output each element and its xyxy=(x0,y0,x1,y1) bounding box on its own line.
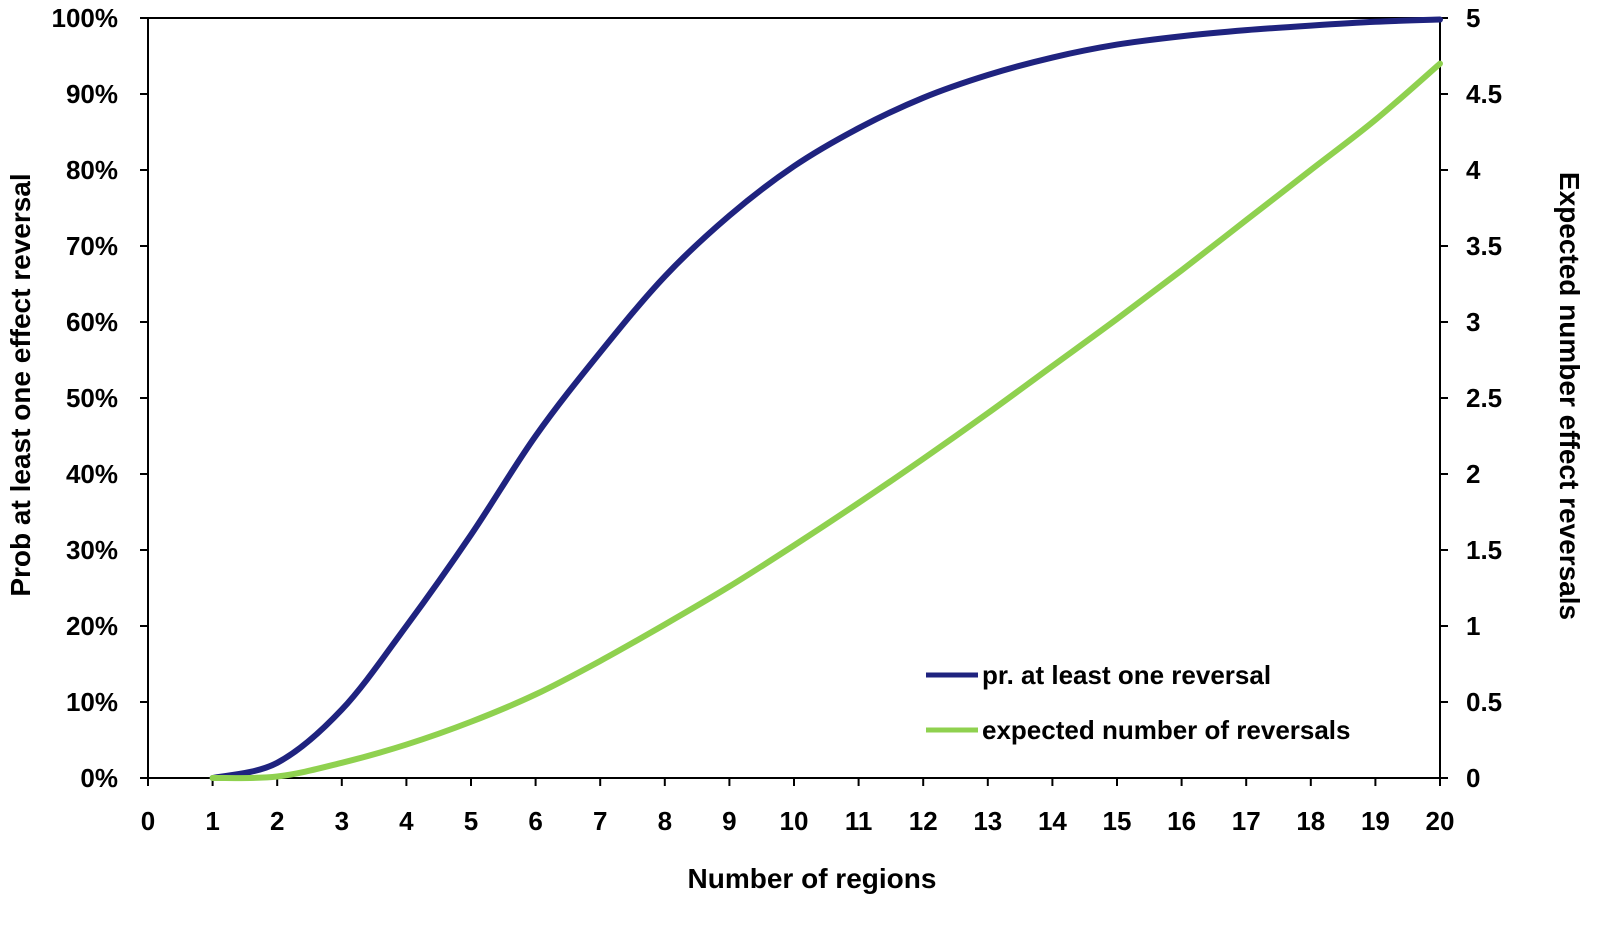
series-line-expected-number-of-reversals xyxy=(209,60,1443,782)
left-y-tick-label: 70% xyxy=(66,231,118,261)
right-y-tick-label: 3 xyxy=(1466,307,1480,337)
legend: pr. at least one reversal expected numbe… xyxy=(926,660,1351,745)
x-tick-label: 2 xyxy=(270,806,284,836)
x-tick-label: 20 xyxy=(1426,806,1455,836)
left-y-axis-ticks: 0% 10% 20% 30% 40% 50% 60% 70% 80% 90% 100% xyxy=(52,3,148,793)
right-y-tick-label: 0 xyxy=(1466,763,1480,793)
series-line-prob-at-least-one-reversal xyxy=(209,16,1443,781)
right-y-tick-label: 4.5 xyxy=(1466,79,1502,109)
left-y-tick-label: 30% xyxy=(66,535,118,565)
left-y-tick-label: 90% xyxy=(66,79,118,109)
x-tick-label: 16 xyxy=(1167,806,1196,836)
x-tick-label: 17 xyxy=(1232,806,1261,836)
x-axis-title: Number of regions xyxy=(688,863,937,894)
x-tick-label: 9 xyxy=(722,806,736,836)
right-y-axis-title: Expected number effect reversals xyxy=(1554,172,1585,620)
left-y-tick-label: 20% xyxy=(66,611,118,641)
left-y-tick-label: 10% xyxy=(66,687,118,717)
right-y-tick-label: 0.5 xyxy=(1466,687,1502,717)
left-y-tick-label: 50% xyxy=(66,383,118,413)
x-tick-label: 3 xyxy=(335,806,349,836)
x-tick-label: 18 xyxy=(1296,806,1325,836)
right-y-tick-label: 1 xyxy=(1466,611,1480,641)
x-tick-label: 8 xyxy=(658,806,672,836)
x-tick-label: 7 xyxy=(593,806,607,836)
left-y-axis-title: Prob at least one effect reversal xyxy=(5,173,36,596)
legend-label-prob: pr. at least one reversal xyxy=(982,660,1271,690)
series-lines xyxy=(209,16,1443,782)
x-tick-label: 10 xyxy=(780,806,809,836)
x-tick-label: 14 xyxy=(1038,806,1067,836)
left-y-tick-label: 100% xyxy=(52,3,119,33)
right-y-tick-label: 2 xyxy=(1466,459,1480,489)
right-y-tick-label: 5 xyxy=(1466,3,1480,33)
x-tick-label: 5 xyxy=(464,806,478,836)
x-tick-label: 13 xyxy=(973,806,1002,836)
left-y-tick-label: 0% xyxy=(80,763,118,793)
x-tick-label: 4 xyxy=(399,806,414,836)
x-tick-label: 12 xyxy=(909,806,938,836)
right-y-tick-label: 1.5 xyxy=(1466,535,1502,565)
legend-label-expected: expected number of reversals xyxy=(982,715,1351,745)
right-y-tick-label: 4 xyxy=(1466,155,1481,185)
right-y-tick-label: 3.5 xyxy=(1466,231,1502,261)
x-tick-label: 1 xyxy=(205,806,219,836)
x-tick-label: 15 xyxy=(1103,806,1132,836)
right-y-axis-ticks: 0 0.5 1 1.5 2 2.5 3 3.5 4 4.5 5 xyxy=(1440,3,1502,793)
x-tick-label: 6 xyxy=(528,806,542,836)
x-tick-label: 11 xyxy=(845,806,873,836)
x-tick-label: 0 xyxy=(141,806,155,836)
left-y-tick-label: 40% xyxy=(66,459,118,489)
x-axis-ticks: 0 1 2 3 4 5 6 7 8 9 10 11 12 13 14 15 16 17 18 19 20 xyxy=(141,778,1455,836)
left-y-tick-label: 60% xyxy=(66,307,118,337)
left-y-tick-label: 80% xyxy=(66,155,118,185)
right-y-tick-label: 2.5 xyxy=(1466,383,1502,413)
x-tick-label: 19 xyxy=(1361,806,1390,836)
